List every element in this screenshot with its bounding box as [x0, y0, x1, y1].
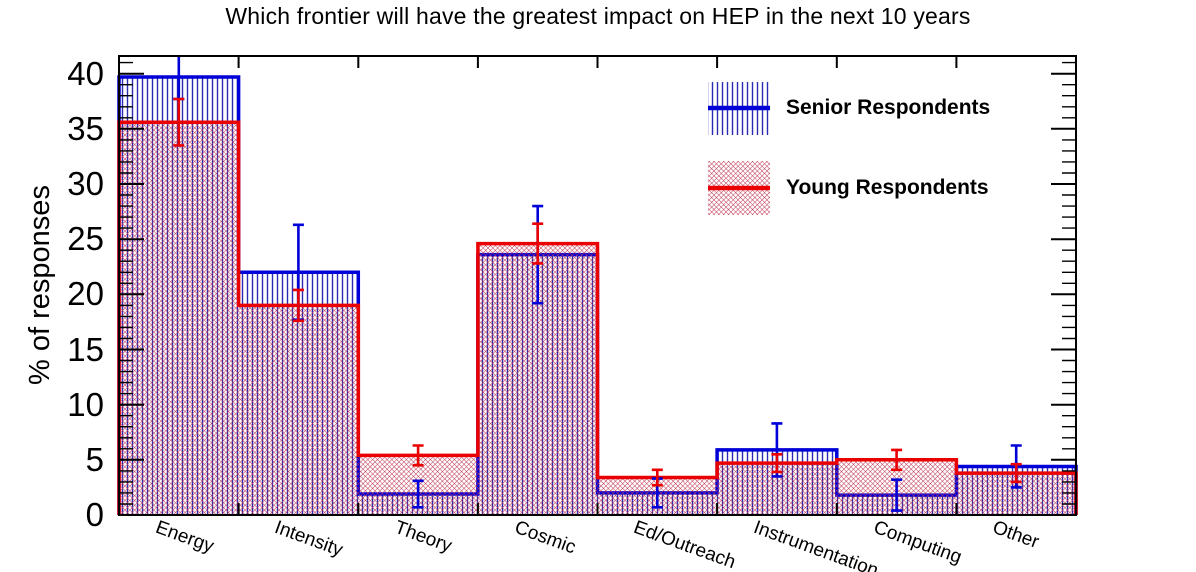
major-ticks — [118, 57, 1077, 516]
minor-ticks — [120, 61, 1075, 505]
y-tick-label: 0 — [85, 496, 104, 533]
legend-swatches — [708, 82, 770, 215]
chart-title: Which frontier will have the greatest im… — [225, 3, 971, 29]
legend-label-senior: Senior Respondents — [786, 96, 991, 119]
y-tick-label: 15 — [67, 330, 104, 368]
young-histogram — [117, 120, 1078, 515]
y-tick-label: 10 — [67, 385, 104, 423]
y-tick-label: 20 — [67, 275, 104, 313]
y-tick-label: 40 — [67, 54, 104, 92]
y-tick-label: 35 — [67, 109, 104, 147]
y-tick-label: 30 — [67, 165, 104, 202]
plot-frame — [118, 55, 1077, 516]
young-error-bars — [173, 97, 1022, 487]
legend-label-young: Young Respondents — [786, 176, 989, 199]
y-tick-label: 5 — [85, 440, 104, 478]
y-tick-label: 25 — [67, 220, 104, 258]
